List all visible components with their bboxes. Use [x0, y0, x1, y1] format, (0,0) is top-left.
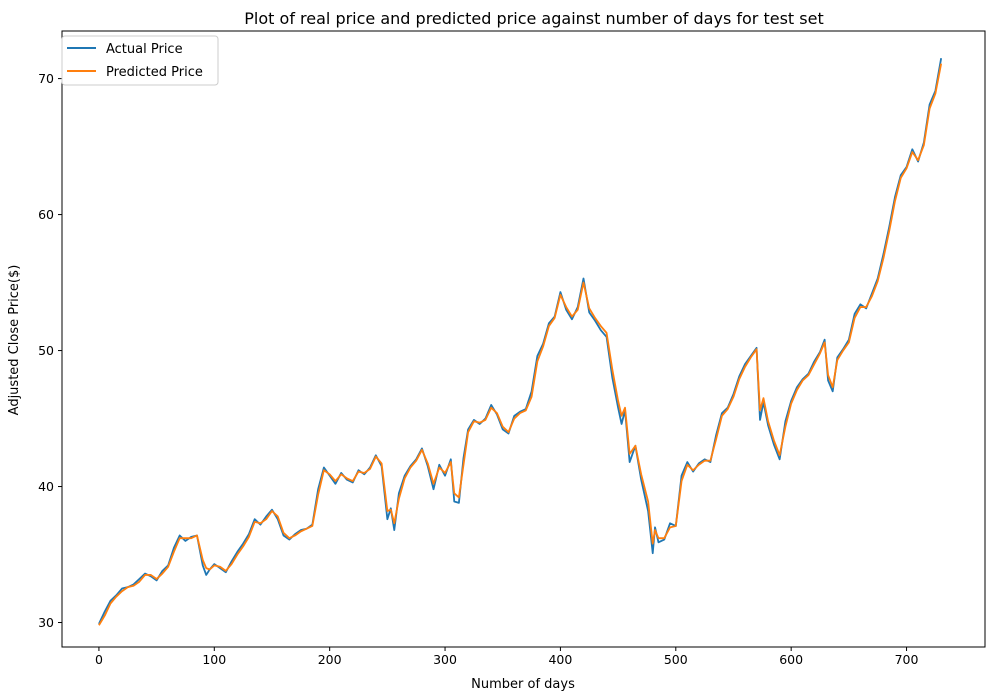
y-tick-label: 50: [38, 343, 54, 358]
y-tick-label: 30: [38, 615, 54, 630]
plot-frame: [61, 30, 986, 648]
legend-box: [61, 35, 219, 86]
x-axis: 0 100 200 300 400 500 600 700: [95, 647, 919, 667]
x-tick-label: 300: [433, 652, 457, 667]
x-tick-label: 400: [548, 652, 572, 667]
x-tick-label: 500: [664, 652, 688, 667]
series-layer: [98, 58, 943, 626]
legend-label-actual: Actual Price: [106, 42, 183, 57]
x-tick-label: 100: [202, 652, 226, 667]
series-line-predicted-price: [98, 63, 943, 626]
y-tick-label: 70: [38, 71, 54, 86]
x-tick-label: 600: [779, 652, 803, 667]
x-tick-label: 0: [95, 652, 103, 667]
x-axis-label: Number of days: [471, 677, 575, 692]
y-tick-label: 40: [38, 479, 54, 494]
y-axis-label: Adjusted Close Price($): [7, 265, 22, 416]
y-axis: 30 40 50 60 70: [38, 71, 62, 630]
series-line-actual-price: [98, 58, 943, 625]
x-tick-label: 700: [895, 652, 919, 667]
x-tick-label: 200: [318, 652, 342, 667]
chart-title: Plot of real price and predicted price a…: [244, 9, 823, 28]
legend-label-predicted: Predicted Price: [106, 65, 203, 80]
y-tick-label: 60: [38, 207, 54, 222]
legend: Actual Price Predicted Price: [61, 35, 219, 86]
